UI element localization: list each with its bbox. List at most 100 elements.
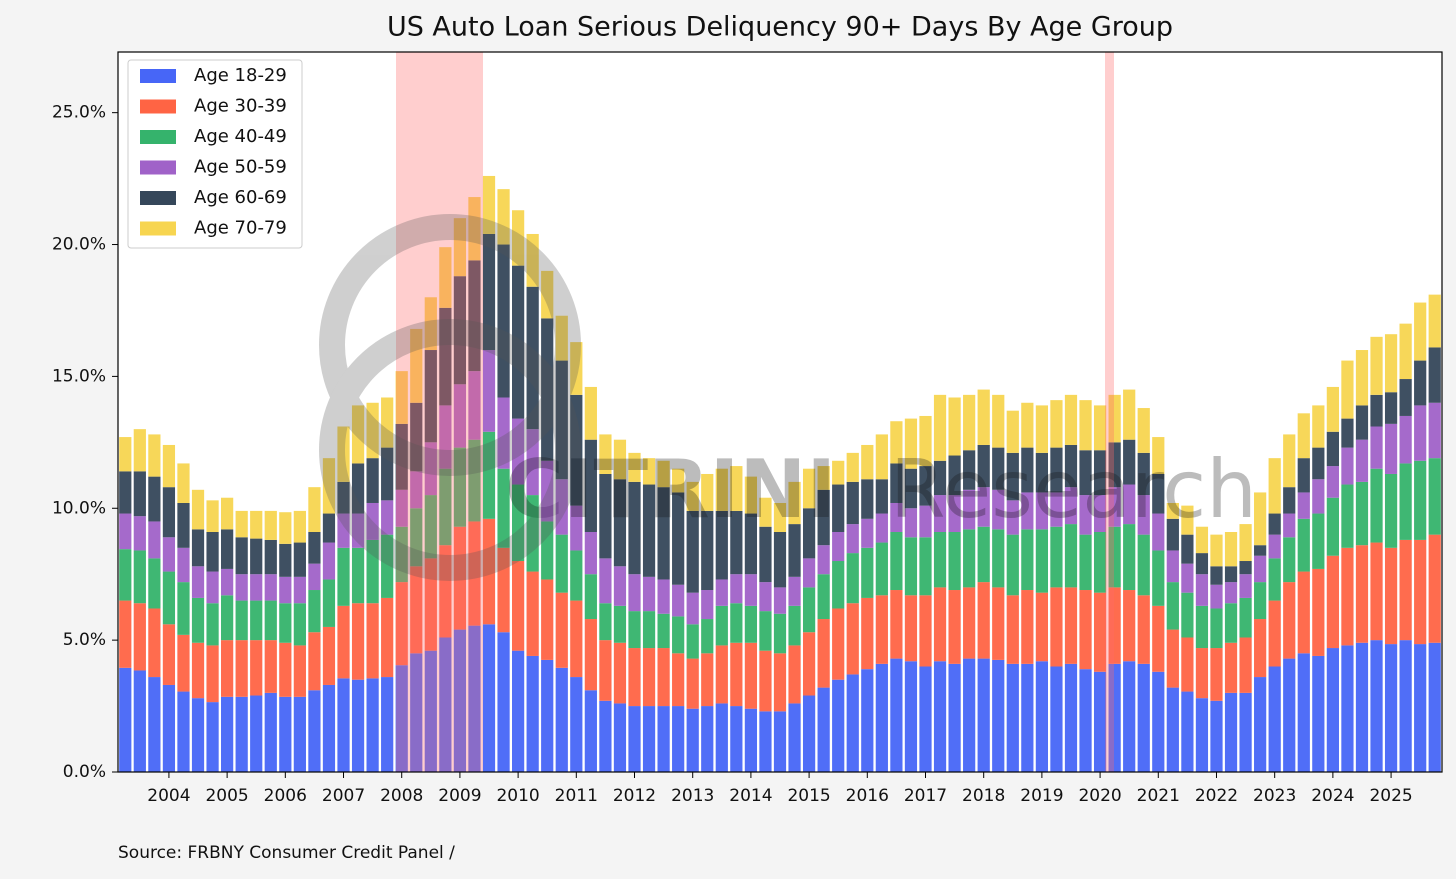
bar-segment	[802, 695, 816, 772]
bar-segment	[366, 678, 379, 772]
bar-segment	[802, 632, 816, 696]
bar-segment	[322, 542, 336, 580]
bar-segment	[264, 539, 277, 575]
bar-segment	[861, 518, 874, 548]
bar-segment	[1341, 360, 1354, 419]
bar-segment	[657, 487, 670, 580]
bar-segment	[1414, 644, 1427, 772]
bar-segment	[613, 439, 627, 480]
bar-segment	[875, 434, 888, 480]
bar-segment	[890, 463, 903, 503]
bar-segment	[1181, 534, 1194, 564]
bar-segment	[992, 529, 1005, 588]
x-tick-label: 2009	[438, 786, 481, 806]
bar-segment	[279, 642, 292, 697]
y-tick-label: 25.0%	[52, 103, 106, 123]
bar-segment	[788, 703, 801, 772]
bar-segment	[1268, 513, 1281, 535]
bar-segment	[250, 510, 263, 539]
bar-segment	[715, 579, 728, 606]
bar-segment	[410, 653, 423, 772]
legend-swatch	[140, 160, 176, 175]
bar-segment	[1137, 534, 1150, 596]
bar-segment	[453, 384, 467, 448]
bar-segment	[148, 521, 161, 559]
bar-segment	[904, 537, 918, 596]
bar-segment	[235, 696, 248, 772]
bar-segment	[439, 405, 452, 469]
bar-segment	[1326, 466, 1339, 498]
bar-segment	[599, 700, 612, 772]
bar-segment	[1297, 458, 1310, 493]
bar-segment	[817, 489, 830, 546]
bar-segment	[1050, 587, 1063, 667]
bar-segment	[235, 600, 248, 641]
bar-segment	[1093, 450, 1107, 496]
bar-segment	[1283, 513, 1296, 538]
y-tick-label: 15.0%	[52, 366, 106, 386]
bar-segment	[221, 568, 234, 596]
bar-segment	[1064, 487, 1078, 525]
bar-segment	[250, 695, 263, 772]
bar-segment	[424, 650, 437, 772]
bar-segment	[642, 706, 656, 772]
watermark-brand: CITRINI	[505, 443, 836, 536]
bar-segment	[584, 690, 597, 772]
bar-segment	[1093, 592, 1107, 672]
bar-segment	[1254, 555, 1267, 583]
bar-segment	[773, 711, 787, 772]
bar-segment	[497, 244, 510, 398]
bar-segment	[1195, 605, 1209, 649]
bar-segment	[1399, 463, 1412, 540]
bar-segment	[511, 265, 525, 419]
bar-segment	[133, 516, 146, 551]
bar-segment	[963, 587, 976, 659]
bar-segment	[948, 397, 961, 456]
bar-segment	[1064, 444, 1078, 488]
bar-segment	[264, 510, 277, 540]
bar-segment	[1370, 640, 1383, 772]
bar-segment	[890, 532, 903, 591]
bar-segment	[1210, 608, 1223, 649]
bar-segment	[221, 696, 234, 772]
bar-segment	[381, 397, 394, 448]
bar-segment	[963, 489, 976, 530]
bar-segment	[453, 276, 467, 385]
bar-segment	[1064, 663, 1078, 772]
bar-segment	[482, 518, 496, 625]
bar-segment	[468, 260, 481, 372]
bar-segment	[599, 434, 612, 474]
bar-segment	[235, 640, 248, 697]
bar-segment	[599, 603, 612, 641]
bar-segment	[264, 692, 277, 772]
bar-segment	[744, 605, 758, 643]
bar-segment	[1123, 389, 1136, 440]
bar-segment	[861, 597, 874, 670]
x-tick-label: 2006	[264, 786, 307, 806]
bar-segment	[933, 495, 947, 532]
bar-segment	[148, 558, 161, 609]
bar-segment	[890, 590, 903, 659]
bar-segment	[1064, 587, 1078, 664]
legend-label: Age 60-69	[194, 187, 287, 208]
bar-segment	[628, 648, 641, 707]
bar-segment	[221, 529, 234, 569]
bar-segment	[453, 526, 467, 630]
bar-segment	[1384, 334, 1398, 393]
bar-segment	[1428, 294, 1441, 348]
bar-segment	[1399, 539, 1412, 641]
bar-segment	[657, 579, 670, 614]
bar-segment	[904, 508, 918, 538]
bar-segment	[133, 603, 146, 671]
bar-segment	[759, 497, 772, 527]
bar-segment	[177, 502, 190, 548]
bar-segment	[832, 679, 845, 772]
bar-segment	[1384, 644, 1398, 772]
bar-segment	[322, 458, 336, 514]
bar-segment	[1297, 571, 1310, 654]
bar-segment	[759, 582, 772, 612]
bar-segment	[672, 468, 685, 493]
bar-segment	[788, 645, 801, 704]
bar-segment	[1312, 655, 1325, 772]
